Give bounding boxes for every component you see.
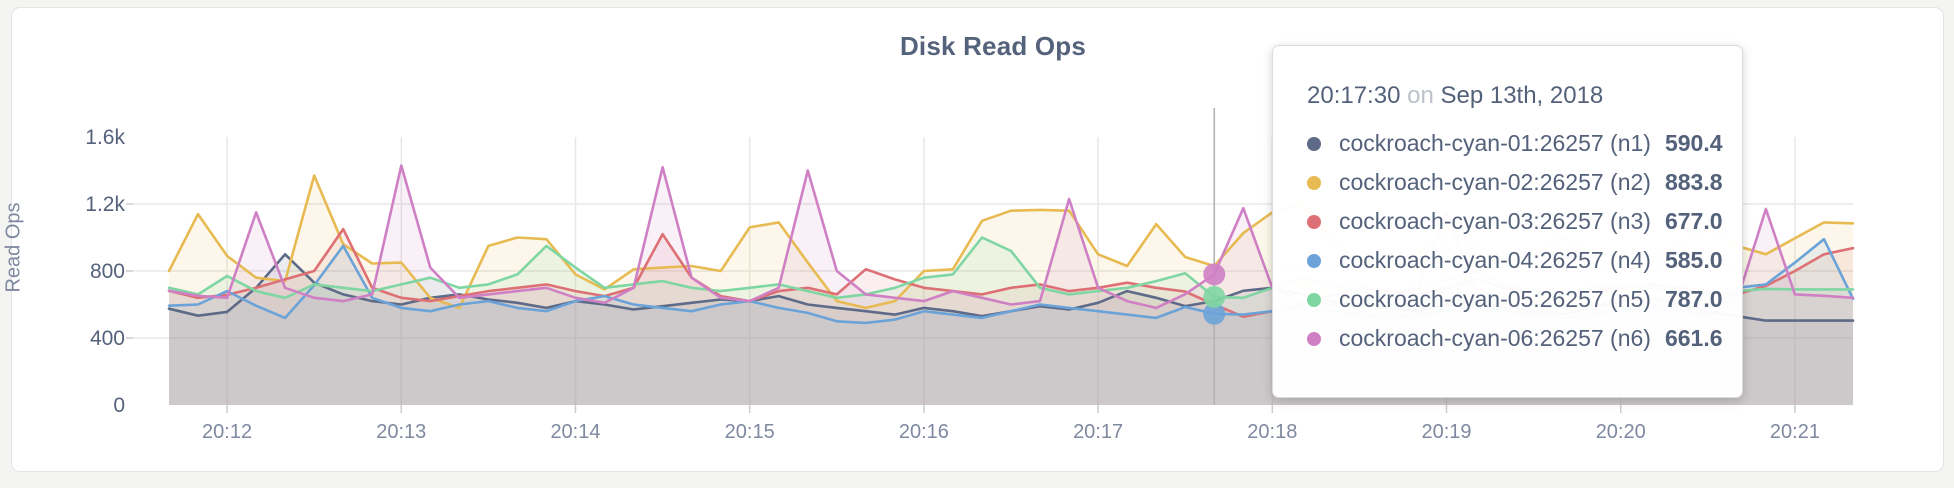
chart-title: Disk Read Ops (899, 31, 1087, 61)
tooltip-series-dot-icon (1307, 331, 1321, 346)
tooltip-on-word: on (1407, 82, 1434, 109)
tooltip-row-n5: cockroach-cyan-05:26257 (n5) 787.0 (1307, 280, 1723, 319)
tooltip-series-name: cockroach-cyan-01:26257 (n1) (1339, 130, 1651, 156)
tooltip-header: 20:17:30 on Sep 13th, 2018 (1307, 82, 1712, 110)
tooltip-time: 20:17:30 (1307, 82, 1401, 109)
tooltip-row-n2: cockroach-cyan-02:26257 (n2) 883.8 (1307, 163, 1723, 202)
tooltip-row-n1: cockroach-cyan-01:26257 (n1) 590.4 (1307, 124, 1723, 163)
tooltip-series-dot-icon (1307, 253, 1321, 268)
tooltip-date: Sep 13th, 2018 (1440, 82, 1604, 109)
y-tick-800: 800 (89, 260, 125, 283)
tooltip-series-name: cockroach-cyan-05:26257 (n5) (1339, 286, 1651, 312)
tooltip-series-value: 590.4 (1664, 130, 1723, 156)
tooltip-series-name: cockroach-cyan-03:26257 (n3) (1339, 208, 1651, 234)
y-tick-400: 400 (89, 327, 125, 350)
x-tick-20:18: 20:18 (1247, 421, 1298, 443)
hover-dot-n5 (1203, 285, 1226, 308)
hover-dot-n6 (1203, 263, 1226, 286)
tooltip-series-dot-icon (1307, 292, 1321, 307)
tooltip-series-name: cockroach-cyan-06:26257 (n6) (1339, 325, 1651, 351)
y-tick-0: 0 (113, 394, 125, 417)
tooltip-series-dot-icon (1307, 214, 1321, 229)
tooltip-series-dot-icon (1307, 175, 1321, 190)
tooltip-row-n6: cockroach-cyan-06:26257 (n6) 661.6 (1307, 319, 1723, 358)
tooltip-series-name: cockroach-cyan-02:26257 (n2) (1339, 169, 1651, 195)
tooltip-series-value: 585.0 (1664, 247, 1723, 273)
x-tick-20:17: 20:17 (1073, 421, 1124, 443)
tooltip-row-n3: cockroach-cyan-03:26257 (n3) 677.0 (1307, 202, 1723, 241)
tooltip-rows: cockroach-cyan-01:26257 (n1) 590.4 cockroa… (1307, 124, 1723, 358)
hover-tooltip: 20:17:30 on Sep 13th, 2018 cockroach-cya… (1272, 45, 1743, 398)
x-tick-20:19: 20:19 (1421, 421, 1472, 443)
x-tick-20:13: 20:13 (376, 421, 427, 443)
tooltip-series-value: 787.0 (1664, 286, 1723, 312)
tooltip-series-value: 661.6 (1664, 325, 1723, 351)
tooltip-row-n4: cockroach-cyan-04:26257 (n4) 585.0 (1307, 241, 1723, 280)
x-tick-20:12: 20:12 (202, 421, 253, 443)
y-tick-1.6k: 1.6k (85, 126, 125, 149)
x-tick-20:16: 20:16 (898, 421, 949, 443)
tooltip-series-value: 677.0 (1664, 208, 1723, 234)
tooltip-series-dot-icon (1307, 136, 1321, 151)
x-tick-20:15: 20:15 (724, 421, 775, 443)
x-tick-20:21: 20:21 (1769, 421, 1820, 443)
x-tick-20:14: 20:14 (550, 421, 601, 443)
tooltip-series-name: cockroach-cyan-04:26257 (n4) (1339, 247, 1651, 273)
x-tick-20:20: 20:20 (1595, 421, 1646, 443)
y-tick-1.2k: 1.2k (85, 193, 125, 216)
hover-dot-n4 (1203, 302, 1226, 325)
tooltip-series-value: 883.8 (1664, 169, 1723, 195)
